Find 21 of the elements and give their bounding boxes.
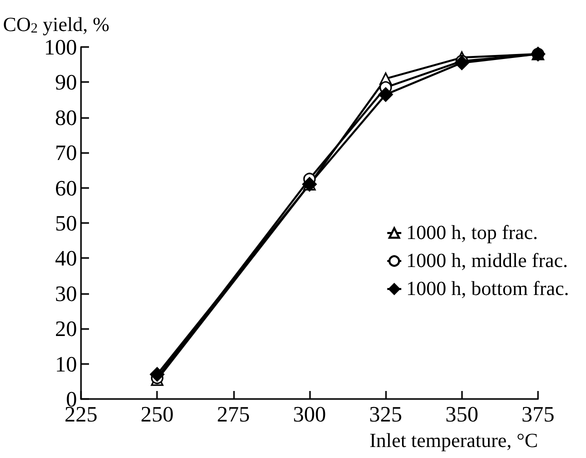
y-tick-label: 60: [55, 175, 77, 200]
y-tick-label: 50: [55, 210, 77, 236]
x-tick-label: 375: [522, 402, 554, 426]
x-tick-label: 350: [445, 402, 478, 426]
x-tick-label: 250: [140, 402, 174, 426]
legend-label: 1000 h, top frac.: [406, 222, 538, 244]
x-axis-title: Inlet temperature, °C: [370, 430, 538, 452]
y-tick-label: 100: [44, 34, 77, 60]
y-tick-label: 90: [55, 70, 77, 95]
x-tick-label: 325: [369, 402, 402, 426]
y-tick-label: 80: [55, 104, 77, 130]
legend-label: 1000 h, bottom frac.: [406, 278, 570, 300]
legend-label: 1000 h, middle frac.: [406, 250, 568, 272]
x-tick-label: 275: [216, 402, 250, 426]
y-tick-label: 40: [55, 246, 77, 271]
y-tick-label: 30: [55, 280, 77, 306]
y-tick-label: 20: [55, 316, 77, 342]
y-tick-label: 10: [55, 351, 77, 376]
y-axis-title: CO2 yield, %: [3, 14, 110, 37]
y-tick-label: 70: [55, 140, 77, 166]
x-tick-label: 300: [293, 402, 326, 426]
